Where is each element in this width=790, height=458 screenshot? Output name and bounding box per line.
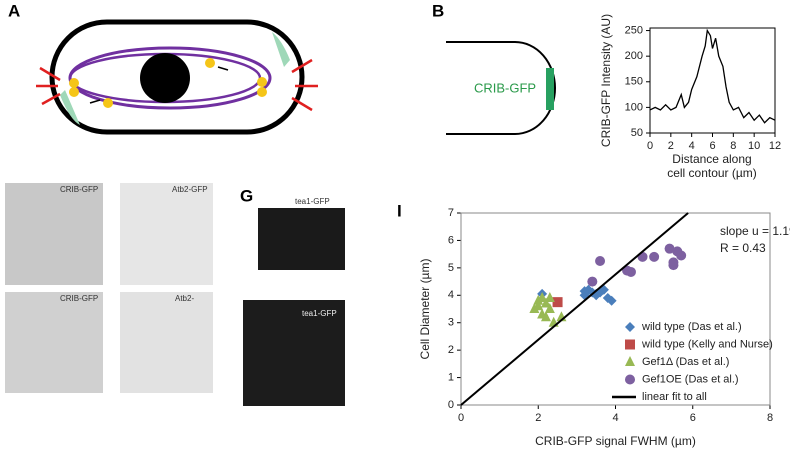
x-tick-label: 6 — [709, 140, 715, 152]
point — [625, 322, 635, 332]
y-tick-label: 3 — [448, 317, 454, 329]
micrograph — [5, 183, 103, 285]
image-label: CRIB-GFP — [60, 294, 98, 303]
point — [544, 303, 555, 313]
y-tick-label: 100 — [625, 101, 643, 113]
x-tick-label: 4 — [689, 140, 695, 152]
point — [537, 292, 548, 303]
panel-label: B — [432, 1, 444, 20]
y-tick-label: 7 — [448, 207, 454, 219]
micrograph — [120, 183, 213, 285]
x-tick-label: 2 — [668, 140, 674, 152]
y-tick-label: 200 — [625, 50, 643, 62]
point — [529, 303, 540, 313]
y-axis-label: Cell Diameter (µm) — [418, 259, 432, 360]
x-axis-label: cell contour (µm) — [667, 166, 757, 180]
point — [587, 276, 598, 287]
tea1-dots — [69, 58, 267, 108]
x-tick-label: 8 — [767, 412, 773, 424]
image-label: tea1-GFP — [302, 309, 337, 318]
image-label: CRIB-GFP — [60, 185, 98, 194]
y-tick-label: 50 — [631, 127, 643, 139]
y-tick-label: 0 — [448, 399, 454, 411]
x-axis-label: Distance along — [672, 152, 751, 166]
legend-label: Gef1Δ (Das et al.) — [642, 356, 729, 368]
point — [595, 256, 606, 266]
micrograph — [5, 292, 103, 393]
cell-wall — [49, 19, 305, 135]
panel-label: I — [397, 201, 402, 220]
point — [540, 311, 551, 322]
tip-signal — [60, 90, 80, 125]
legend-label: Gef1OE (Das et al.) — [642, 373, 739, 385]
point — [552, 297, 563, 308]
micrograph — [120, 292, 213, 393]
image-label: tea1-GFP — [295, 197, 330, 206]
image-label: Atb2-GFP — [172, 185, 208, 194]
legend-label: wild type (Das et al.) — [641, 321, 742, 333]
y-tick-label: 2 — [448, 344, 454, 356]
x-tick-label: 2 — [535, 412, 541, 424]
annotation: R = 0.43 — [720, 241, 766, 255]
motion-arrows — [89, 66, 229, 104]
y-tick-label: 4 — [448, 289, 454, 301]
y-tick-label: 5 — [448, 262, 454, 274]
point — [625, 356, 635, 366]
point — [649, 251, 660, 262]
x-axis-label: CRIB-GFP signal FWHM (µm) — [535, 434, 696, 448]
annotation: slope u = 1.19 — [720, 224, 790, 238]
point — [540, 297, 551, 308]
fit-line — [460, 212, 689, 406]
point — [676, 250, 687, 261]
panel-label: A — [8, 1, 20, 20]
x-tick-label: 6 — [690, 412, 696, 424]
force-arrows — [36, 58, 318, 112]
point — [544, 292, 555, 303]
y-tick-label: 1 — [448, 371, 454, 383]
x-tick-label: 0 — [647, 140, 653, 152]
y-axis-label: CRIB-GFP Intensity (AU) — [599, 14, 613, 147]
point — [548, 316, 559, 327]
point — [664, 243, 675, 254]
panel-label: G — [240, 186, 253, 205]
y-tick-label: 250 — [625, 24, 643, 36]
point — [579, 286, 590, 297]
diagram-label: CRIB-GFP — [474, 80, 536, 95]
y-tick-label: 6 — [448, 234, 454, 246]
micrograph — [258, 208, 345, 270]
x-tick-label: 4 — [612, 412, 618, 424]
point — [606, 295, 617, 306]
line — [649, 28, 776, 124]
x-tick-label: 12 — [769, 140, 781, 152]
x-tick-label: 8 — [730, 140, 736, 152]
cell-diagram — [36, 19, 318, 135]
point — [668, 260, 679, 271]
plot-frame — [649, 27, 776, 134]
micrograph — [243, 300, 345, 406]
x-tick-label: 0 — [458, 412, 464, 424]
legend-label: linear fit to all — [642, 391, 707, 403]
tip-signal — [272, 32, 290, 67]
image-label: Atb2- — [175, 294, 194, 303]
tip-signal — [546, 68, 554, 110]
x-tick-label: 10 — [748, 140, 760, 152]
point — [625, 266, 636, 277]
cell-tip — [446, 41, 556, 135]
point — [625, 339, 635, 350]
y-tick-label: 150 — [625, 76, 643, 88]
legend-label: wild type (Kelly and Nurse) — [641, 338, 773, 350]
plot-frame — [460, 212, 771, 406]
nucleus — [140, 53, 190, 103]
point — [625, 374, 635, 385]
